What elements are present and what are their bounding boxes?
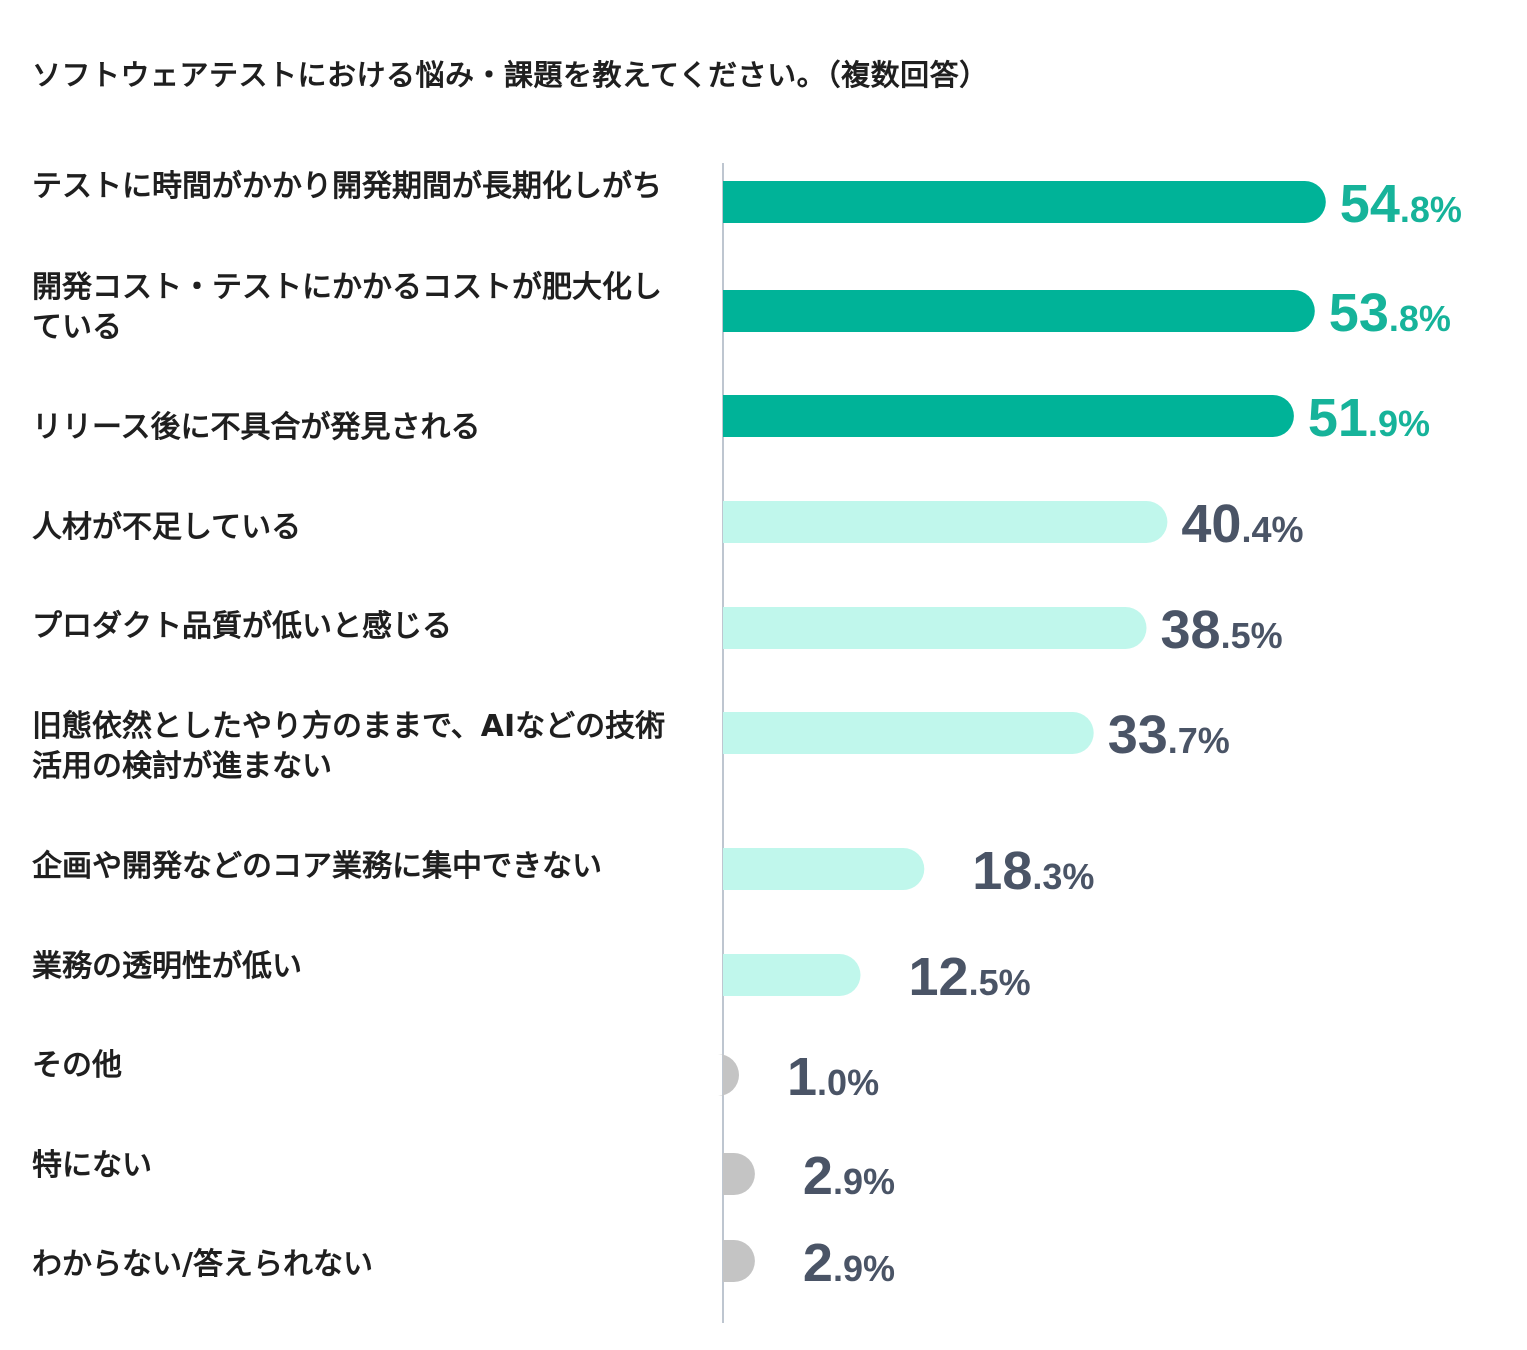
value-label-3: 51.9% (1308, 388, 1430, 448)
category-label-11: わからない/答えられない (32, 1247, 373, 1282)
category-label-3: リリース後に不具合が発見される (32, 410, 481, 445)
category-label-5: プロダクト品質が低いと感じる (32, 609, 452, 644)
bar-5 (723, 607, 1147, 649)
category-label-8: 業務の透明性が低い (32, 949, 302, 984)
category-label-4: 人材が不足している (32, 510, 301, 545)
bar-6 (723, 712, 1094, 754)
value-label-10: 2.9% (803, 1146, 895, 1206)
category-labels: テストに時間がかかり開発期間が長期化しがち開発コスト・テストにかかるコストが肥大… (32, 169, 665, 1282)
value-label-11: 2.9% (803, 1233, 895, 1293)
bar-11 (723, 1240, 755, 1282)
bar-1 (723, 181, 1326, 223)
value-label-9: 1.0% (787, 1047, 879, 1107)
value-label-8: 12.5% (909, 947, 1031, 1007)
category-label-2-line-2: ている (32, 310, 122, 345)
value-label-2: 53.8% (1329, 283, 1451, 343)
value-label-7: 18.3% (972, 841, 1094, 901)
category-label-6-line-2: 活用の検討が進まない (32, 749, 332, 784)
value-label-5: 38.5% (1161, 600, 1283, 660)
bar-7 (723, 848, 925, 890)
value-label-1: 54.8% (1340, 174, 1462, 234)
bar-9 (718, 1054, 739, 1096)
bar-4 (723, 501, 1168, 543)
category-label-1: テストに時間がかかり開発期間が長期化しがち (32, 169, 662, 204)
value-label-4: 40.4% (1181, 494, 1303, 554)
chart-title: ソフトウェアテストにおける悩み・課題を教えてください。（複数回答） (32, 58, 989, 92)
value-label-6: 33.7% (1108, 705, 1230, 765)
value-labels: 54.8% 53.8% 51.9%40.4% 38.5% 33.7% 18.3% 12.5%… (787, 174, 1462, 1293)
category-label-9: その他 (32, 1048, 122, 1083)
bar-3 (723, 395, 1294, 437)
bar-10 (723, 1153, 755, 1195)
category-label-6-line-1: 旧態依然としたやり方のままで、AIなどの技術 (32, 709, 665, 744)
category-label-7: 企画や開発などのコア業務に集中できない (32, 849, 602, 884)
category-label-2-line-1: 開発コスト・テストにかかるコストが肥大化し (32, 270, 662, 305)
category-label-10: 特にない (32, 1148, 152, 1183)
bar-2 (723, 290, 1315, 332)
bars (718, 181, 1326, 1282)
bar-8 (723, 954, 861, 996)
